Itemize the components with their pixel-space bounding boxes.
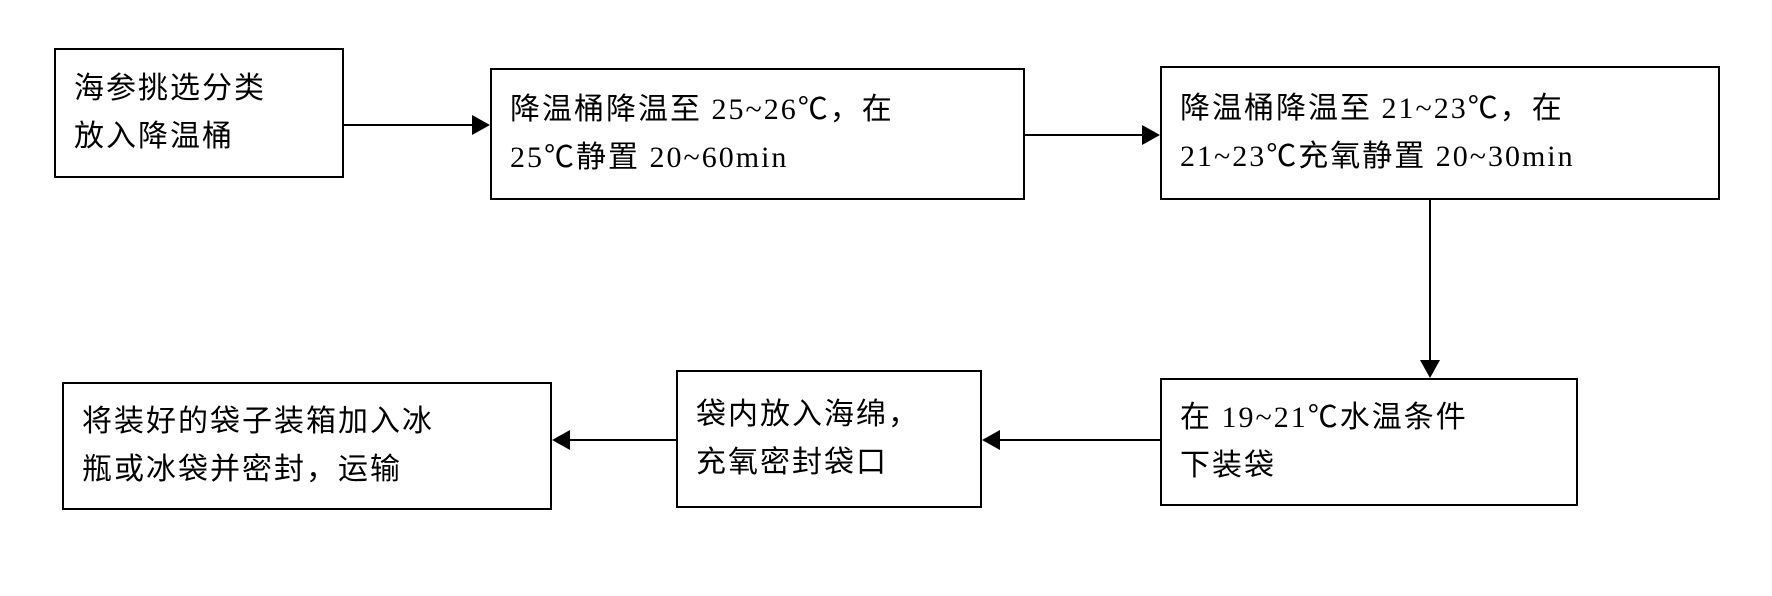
arrow-line-2 [1429, 200, 1431, 360]
arrow-line-3 [1000, 439, 1160, 441]
flow-node-2: 降温桶降温至 25~26℃，在 25℃静置 20~60min [490, 68, 1025, 200]
flow-node-1-text: 海参挑选分类 放入降温桶 [74, 65, 266, 161]
flow-node-3: 降温桶降温至 21~23℃，在 21~23℃充氧静置 20~30min [1160, 66, 1720, 200]
flow-node-5: 袋内放入海绵， 充氧密封袋口 [676, 370, 982, 508]
flow-node-6-text: 将装好的袋子装箱加入冰 瓶或冰袋并密封，运输 [82, 398, 434, 494]
flow-node-1: 海参挑选分类 放入降温桶 [54, 48, 344, 178]
flow-node-3-text: 降温桶降温至 21~23℃，在 21~23℃充氧静置 20~30min [1180, 85, 1575, 181]
arrow-head-3 [982, 430, 1000, 450]
arrow-line-1 [1025, 134, 1142, 136]
flow-node-4-text: 在 19~21℃水温条件 下装袋 [1180, 394, 1468, 490]
arrow-line-0 [344, 124, 472, 126]
arrow-head-4 [552, 430, 570, 450]
flow-node-6: 将装好的袋子装箱加入冰 瓶或冰袋并密封，运输 [62, 382, 552, 510]
flow-node-4: 在 19~21℃水温条件 下装袋 [1160, 378, 1578, 506]
arrow-line-4 [570, 439, 676, 441]
arrow-head-1 [1142, 125, 1160, 145]
arrow-head-0 [472, 115, 490, 135]
arrow-head-2 [1420, 360, 1440, 378]
flow-node-2-text: 降温桶降温至 25~26℃，在 25℃静置 20~60min [510, 86, 894, 182]
flow-node-5-text: 袋内放入海绵， 充氧密封袋口 [696, 391, 920, 487]
